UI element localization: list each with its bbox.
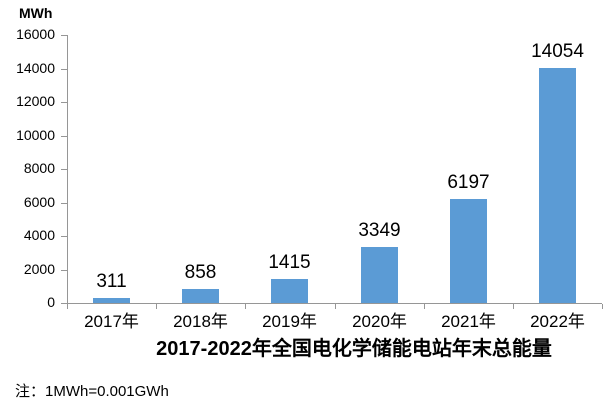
- footnote: 注：1MWh=0.001GWh: [15, 383, 169, 400]
- bar: [271, 279, 308, 303]
- y-tick-mark: [61, 270, 67, 271]
- bar: [182, 289, 219, 303]
- x-axis-line: [61, 303, 602, 304]
- y-axis-line: [67, 35, 68, 304]
- bar-value-label: 6197: [447, 172, 490, 193]
- y-tick-mark: [61, 102, 67, 103]
- y-tick-mark: [61, 35, 67, 36]
- x-tick-mark: [67, 304, 68, 309]
- x-tick-mark: [156, 304, 157, 309]
- chart-title: 2017-2022年全国电化学储能电站年末总能量: [156, 338, 552, 360]
- x-tick-label: 2017年: [84, 312, 139, 331]
- bar-value-label: 311: [96, 271, 127, 292]
- x-tick-mark: [513, 304, 514, 309]
- y-tick-mark: [61, 303, 67, 304]
- y-tick-label: 16000: [16, 26, 55, 42]
- y-tick-label: 2000: [23, 261, 55, 277]
- y-tick-label: 4000: [23, 227, 55, 243]
- x-tick-label: 2020年: [352, 312, 407, 331]
- y-tick-mark: [61, 236, 67, 237]
- y-tick-mark: [61, 136, 67, 137]
- bar: [450, 199, 487, 303]
- y-tick-label: 10000: [16, 127, 55, 143]
- x-tick-label: 2019年: [262, 312, 317, 331]
- x-tick-label: 2021年: [441, 312, 496, 331]
- y-tick-label: 14000: [16, 60, 55, 76]
- x-tick-mark: [245, 304, 246, 309]
- bar-value-label: 3349: [358, 220, 401, 241]
- y-tick-label: 8000: [23, 160, 55, 176]
- x-tick-mark: [335, 304, 336, 309]
- y-tick-mark: [61, 169, 67, 170]
- x-tick-label: 2018年: [173, 312, 228, 331]
- bar-value-label: 1415: [268, 252, 311, 273]
- bar: [361, 247, 398, 303]
- y-tick-label: 6000: [23, 194, 55, 210]
- bar: [93, 298, 130, 303]
- x-tick-mark: [602, 304, 603, 309]
- y-tick-label: 0: [47, 294, 55, 310]
- bar-value-label: 858: [184, 262, 217, 283]
- y-tick-label: 12000: [16, 93, 55, 109]
- y-axis-unit-label: MWh: [19, 5, 53, 21]
- x-tick-label: 2022年: [530, 312, 585, 331]
- bar: [539, 68, 576, 303]
- y-tick-mark: [61, 69, 67, 70]
- y-tick-mark: [61, 203, 67, 204]
- bar-value-label: 14054: [531, 41, 584, 62]
- x-tick-mark: [424, 304, 425, 309]
